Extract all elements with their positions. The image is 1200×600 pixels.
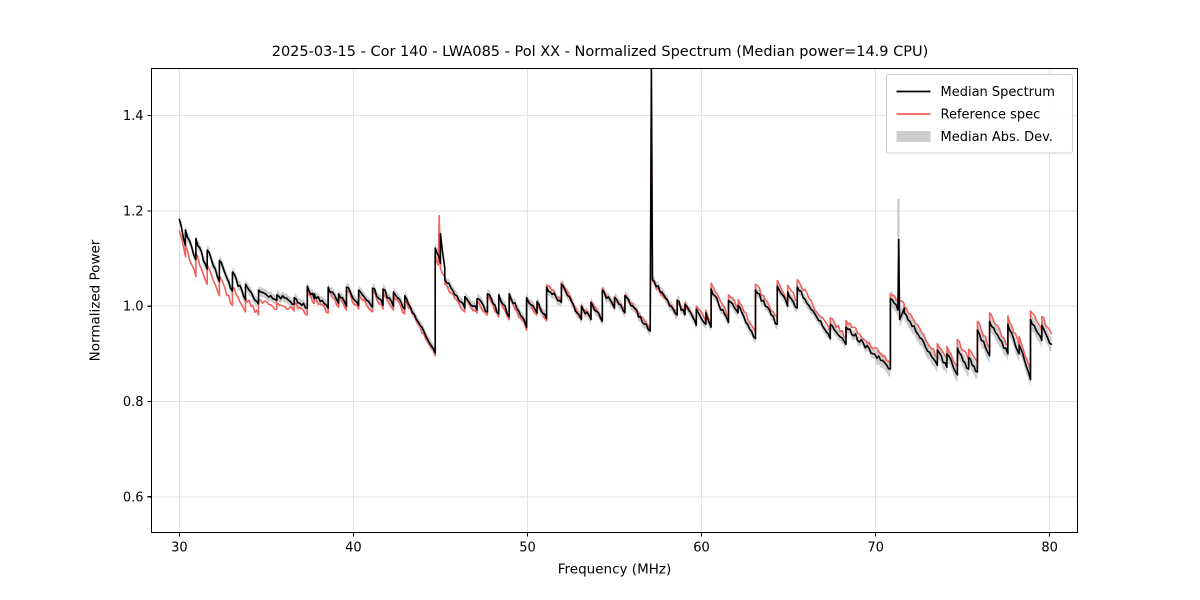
x-tick-label: 30 (171, 541, 188, 556)
median-spectrum-line (178, 67, 1053, 381)
x-tick-label: 40 (345, 541, 362, 556)
y-tick-label: 0.8 (123, 395, 144, 410)
y-tick-label: 0.6 (123, 490, 144, 505)
tick-marks (147, 115, 1051, 537)
y-axis-label: Normalized Power (88, 239, 104, 361)
x-tick-label: 80 (1041, 541, 1058, 556)
plot-title: 2025-03-15 - Cor 140 - LWA085 - Pol XX -… (271, 44, 929, 60)
x-tick-label: 70 (867, 541, 884, 556)
legend[interactable]: Median Spectrum Reference spec Median Abs.… (886, 74, 1073, 154)
y-tick-label: 1.0 (123, 300, 144, 315)
axes-spines (150, 67, 1079, 534)
legend-label: Median Abs. Dev. (941, 130, 1053, 145)
legend-label: Reference spec (941, 108, 1041, 123)
y-tick-label: 1.4 (123, 109, 144, 124)
y-tick-label: 1.2 (123, 204, 144, 219)
x-tick-labels: 30 40 50 60 70 80 (171, 541, 1058, 556)
legend-label: Median Spectrum (941, 85, 1055, 100)
x-tick-label: 50 (519, 541, 536, 556)
x-axis-label: Frequency (MHz) (558, 562, 671, 578)
y-tick-labels: 0.6 0.8 1.0 1.2 1.4 (123, 109, 144, 505)
x-tick-label: 60 (693, 541, 710, 556)
legend-patch-swatch (896, 131, 931, 142)
